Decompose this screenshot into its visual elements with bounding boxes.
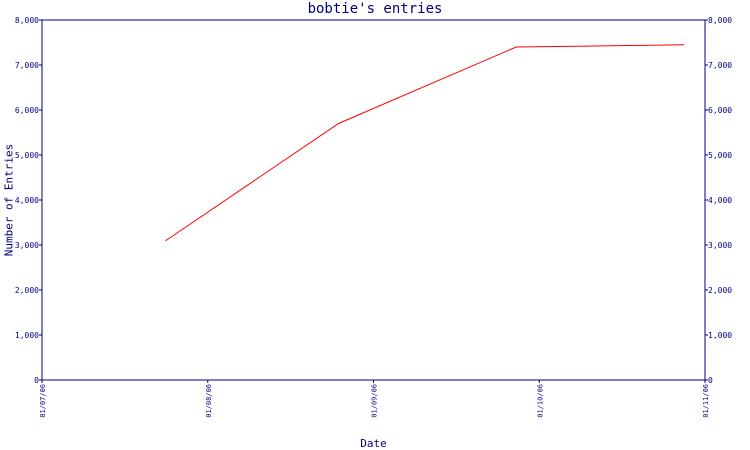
y-tick-label-left: 3,000 — [15, 241, 39, 250]
y-tick-label-left: 7,000 — [15, 61, 39, 70]
y-tick-label-right: 8,000 — [708, 16, 732, 25]
y-tick-label-left: 1,000 — [15, 331, 39, 340]
y-tick-label-right: 0 — [708, 376, 713, 385]
y-axis-label: Number of Entries — [2, 143, 16, 257]
y-tick-label-left: 8,000 — [15, 16, 39, 25]
y-tick-label-right: 1,000 — [708, 331, 732, 340]
x-tick-label: 01/08/06 — [205, 384, 213, 418]
x-tick-label: 01/11/06 — [702, 384, 710, 418]
y-tick-label-right: 3,000 — [708, 241, 732, 250]
data-point — [515, 46, 517, 48]
y-tick-label-left: 5,000 — [15, 151, 39, 160]
chart-title: bobtie's entries — [307, 1, 443, 17]
x-tick-label: 01/10/06 — [536, 384, 544, 418]
x-axis-label: Date — [360, 437, 387, 450]
y-tick-label-left: 4,000 — [15, 196, 39, 205]
data-point — [165, 239, 167, 242]
y-tick-label-left: 2,000 — [15, 286, 39, 295]
series-line — [165, 44, 684, 241]
x-tick-label: 01/07/06 — [39, 384, 47, 418]
x-tick-label: 01/09/06 — [371, 384, 379, 418]
y-tick-label-right: 2,000 — [708, 286, 732, 295]
plot-frame — [41, 19, 706, 381]
y-tick-label-right: 4,000 — [708, 196, 732, 205]
data-point — [682, 44, 685, 46]
data-point — [337, 122, 340, 125]
y-tick-label-left: 0 — [34, 376, 39, 385]
y-tick-label-left: 6,000 — [15, 106, 39, 115]
y-tick-label-right: 7,000 — [708, 61, 732, 70]
data-point — [585, 45, 588, 47]
y-tick-label-right: 5,000 — [708, 151, 732, 160]
y-tick-label-right: 6,000 — [708, 106, 732, 115]
